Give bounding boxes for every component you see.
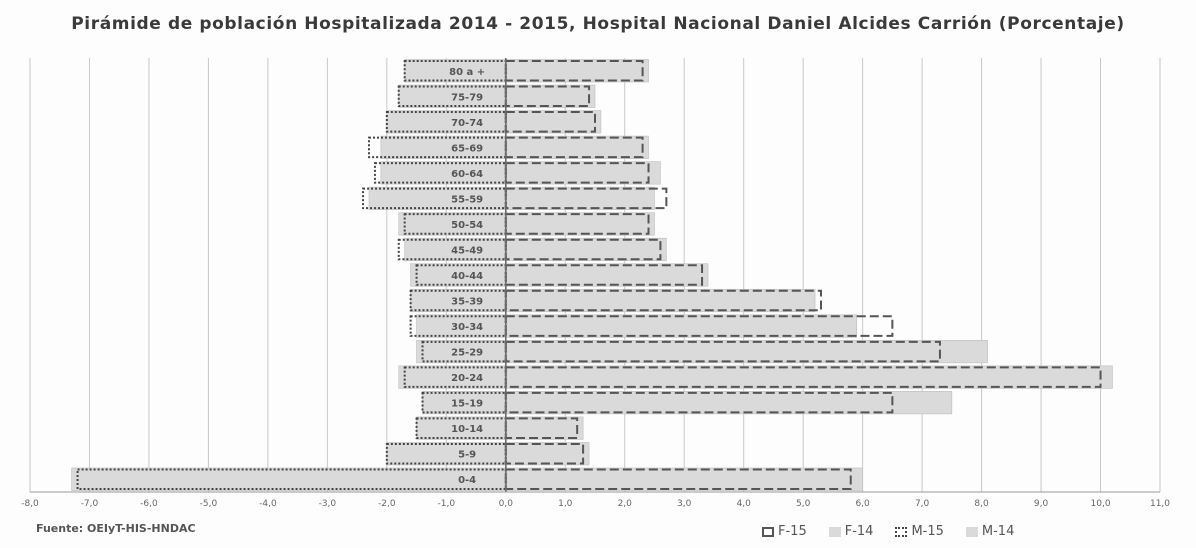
bar-f-14-25-29 [505, 340, 988, 364]
legend-swatch-f14 [828, 526, 841, 537]
bar-f-14-10-14 [505, 416, 584, 440]
bar-f-15-35-39 [504, 289, 822, 312]
x-tick-label-9: 1,0 [558, 499, 573, 509]
bar-f-15-70-74 [504, 111, 596, 133]
category-label-5: 25-29 [451, 348, 483, 359]
x-tick-label-2: -6,0 [140, 499, 158, 509]
bar-f-14-45-49 [505, 237, 667, 262]
bar-f-14-60-64 [505, 161, 661, 185]
bar-f-14-30-34 [505, 314, 857, 338]
category-label-11: 55-59 [451, 194, 483, 205]
category-label-9: 45-49 [451, 245, 483, 256]
x-tick-label-11: 3,0 [677, 499, 692, 509]
x-tick-label-5: -3,0 [319, 499, 337, 509]
x-tick-label-7: -1,0 [438, 499, 456, 509]
bar-f-14-5-9 [505, 442, 590, 466]
x-tick-label-8: 0,0 [499, 499, 514, 509]
bar-f-14-15-19 [505, 391, 953, 415]
x-tick-label-13: 5,0 [796, 499, 811, 509]
bar-f-14-20-24 [505, 365, 1113, 389]
x-tick-label-12: 4,0 [737, 499, 752, 509]
bar-m-15-10-14 [415, 417, 507, 439]
x-tick-label-6: -2,0 [378, 499, 396, 509]
legend: F-15 F-14 M-15 M-14 [762, 524, 1014, 539]
chart-title: Pirámide de población Hospitalizada 2014… [71, 14, 1125, 34]
category-label-16: 80 a + [449, 67, 485, 78]
bar-m-14-5-9 [386, 442, 507, 466]
bar-m-14-65-69 [380, 135, 507, 159]
x-tick-label-15: 7,0 [915, 499, 930, 509]
legend-item-f15: F-15 [762, 524, 807, 539]
bar-f-14-70-74 [505, 110, 602, 134]
source-note: Fuente: OEIyT-HIS-HNDAC [36, 522, 196, 535]
legend-swatch-m15 [895, 526, 908, 537]
bar-m-14-60-64 [380, 161, 507, 185]
legend-label-f15: F-15 [778, 524, 807, 539]
category-label-15: 75-79 [451, 92, 483, 103]
category-label-14: 70-74 [451, 118, 483, 129]
bar-m-14-55-59 [368, 186, 507, 210]
bar-m-14-70-74 [386, 110, 507, 134]
category-label-13: 65-69 [451, 143, 483, 154]
bar-f-14-40-44 [505, 263, 709, 287]
bar-m-15-40-44 [415, 264, 507, 286]
legend-label-m14: M-14 [981, 524, 1015, 539]
x-tick-label-17: 9,0 [1034, 499, 1049, 509]
bar-f-14-50-54 [505, 212, 655, 236]
x-tick-label-14: 6,0 [855, 499, 870, 509]
category-label-6: 30-34 [451, 322, 483, 333]
bar-f-14-75-79 [505, 84, 596, 108]
legend-label-f14: F-14 [844, 524, 874, 539]
x-tick-label-0: -8,0 [21, 499, 39, 509]
category-label-8: 40-44 [451, 271, 483, 282]
bar-f-15-30-34 [504, 315, 894, 337]
category-label-4: 20-24 [451, 373, 483, 384]
legend-swatch-m14 [965, 526, 978, 537]
bar-f-15-55-59 [504, 187, 668, 210]
x-tick-label-10: 2,0 [618, 499, 633, 509]
bar-f-14-65-69 [505, 135, 649, 159]
category-label-3: 15-19 [451, 399, 483, 410]
bar-f-14-80aplus [505, 59, 649, 83]
x-tick-label-3: -5,0 [200, 499, 218, 509]
legend-item-m14: M-14 [965, 524, 1015, 539]
bar-m-14-0-4 [71, 467, 507, 491]
legend-item-f14: F-14 [828, 524, 874, 539]
x-tick-label-1: -7,0 [81, 499, 99, 509]
bar-m-15-65-69 [368, 136, 507, 159]
category-label-2: 10-14 [451, 424, 483, 435]
bar-f-15-15-19 [504, 391, 894, 414]
category-label-12: 60-64 [451, 169, 483, 180]
legend-label-m15: M-15 [911, 524, 944, 539]
category-label-1: 5-9 [458, 450, 476, 461]
bar-f-14-55-59 [505, 186, 655, 210]
x-tick-label-16: 8,0 [974, 499, 989, 509]
x-tick-label-19: 11,0 [1150, 499, 1170, 509]
x-tick-label-4: -4,0 [259, 499, 277, 509]
bar-f-15-20-24 [504, 366, 1102, 388]
x-tick-label-18: 10,0 [1091, 499, 1111, 509]
bar-f-14-35-39 [505, 288, 816, 313]
legend-swatch-f15 [762, 526, 774, 537]
legend-item-m15: M-15 [895, 524, 944, 539]
bar-f-14-0-4 [505, 467, 863, 491]
category-label-10: 50-54 [451, 220, 483, 231]
category-label-7: 35-39 [451, 297, 483, 308]
category-label-0: 0-4 [458, 475, 476, 486]
